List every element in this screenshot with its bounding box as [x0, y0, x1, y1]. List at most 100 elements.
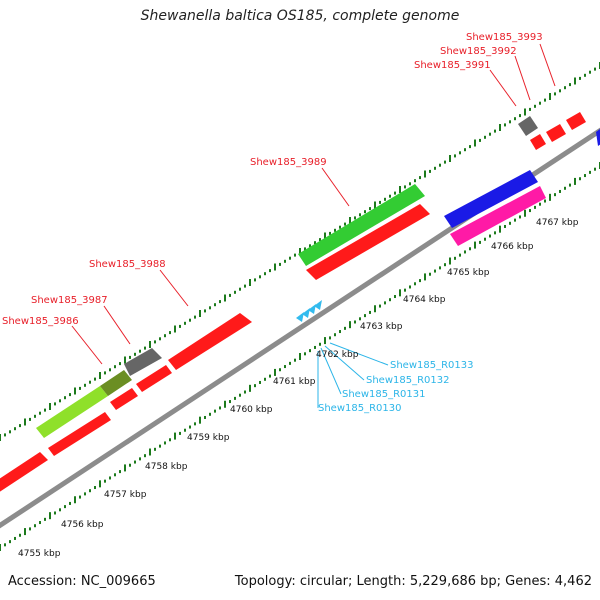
tick-mark: [359, 213, 361, 217]
tick-mark: [419, 279, 421, 283]
gene-label[interactable]: Shew185_3993: [466, 32, 543, 43]
gene-bar[interactable]: [110, 388, 138, 410]
tick-mark: [139, 349, 141, 353]
tick-mark: [509, 120, 511, 124]
tick-mark: [289, 256, 291, 260]
tick-mark: [374, 201, 376, 209]
tick-mark: [564, 86, 566, 90]
tick-mark: [399, 186, 401, 193]
tick-mark: [14, 427, 16, 431]
tick-mark: [154, 447, 156, 451]
gene-bar[interactable]: [136, 365, 172, 392]
gene-bar-gray[interactable]: [124, 348, 162, 376]
tick-mark: [44, 517, 46, 521]
gene-bar[interactable]: [0, 452, 48, 493]
tick-mark: [99, 372, 101, 379]
tick-mark: [159, 337, 161, 341]
tick-mark: [394, 295, 396, 299]
tick-mark: [119, 470, 121, 474]
tick-mark: [579, 76, 581, 80]
tick-mark: [64, 396, 66, 400]
gene-bar-lime[interactable]: [36, 386, 108, 438]
kbp-label: 4755 kbp: [18, 549, 61, 559]
rna-marker[interactable]: [302, 308, 310, 318]
rna-label[interactable]: Shew185_R0133: [390, 360, 474, 371]
tick-mark: [114, 365, 116, 369]
tick-mark: [424, 170, 426, 178]
tick-mark: [239, 393, 241, 397]
gene-bar-gray[interactable]: [518, 116, 538, 136]
tick-mark: [464, 148, 466, 152]
gene-label[interactable]: Shew185_3987: [31, 295, 108, 306]
tick-mark: [379, 200, 381, 204]
tick-mark: [514, 218, 516, 222]
tick-mark: [229, 293, 231, 297]
tick-mark: [24, 418, 26, 426]
tick-mark: [364, 314, 366, 318]
tick-mark: [129, 463, 131, 467]
tick-mark: [79, 386, 81, 390]
gene-label[interactable]: Shew185_3986: [2, 316, 79, 327]
tick-mark: [564, 186, 566, 190]
tick-mark: [339, 225, 341, 229]
rna-label-leaders: [317, 342, 389, 408]
gene-bar-green[interactable]: [298, 184, 425, 266]
rna-label[interactable]: Shew185_R0132: [366, 375, 450, 386]
gene-bar-blue[interactable]: [444, 170, 538, 228]
gene-bar[interactable]: [48, 412, 111, 456]
tick-mark: [104, 371, 106, 375]
gene-bar[interactable]: [306, 204, 430, 280]
gene-bar[interactable]: [168, 313, 252, 370]
tick-mark: [459, 253, 461, 257]
tick-mark: [189, 425, 191, 429]
tick-mark: [444, 160, 446, 164]
gene-label[interactable]: Shew185_3991: [414, 60, 491, 71]
tick-mark: [489, 234, 491, 238]
tick-mark: [9, 540, 11, 544]
gene-bar-olive[interactable]: [100, 370, 132, 396]
gene-label[interactable]: Shew185_3988: [89, 259, 166, 270]
tick-mark: [89, 489, 91, 493]
tick-mark: [174, 325, 176, 333]
tick-mark: [454, 256, 456, 260]
tick-mark: [489, 132, 491, 136]
tick-mark: [529, 107, 531, 111]
upper-tick-track: [0, 62, 600, 441]
tick-mark: [49, 512, 51, 520]
tick-mark: [544, 199, 546, 203]
tick-mark: [379, 304, 381, 308]
rna-marker[interactable]: [308, 304, 316, 314]
tick-mark: [414, 282, 416, 286]
tick-mark: [234, 396, 236, 400]
lower-tick-track: [0, 162, 600, 551]
rna-marker[interactable]: [296, 312, 304, 322]
tick-mark: [559, 189, 561, 193]
gene-label[interactable]: Shew185_3992: [440, 46, 517, 57]
kbp-label: 4762 kbp: [316, 350, 359, 360]
rna-label[interactable]: Shew185_R0130: [318, 403, 402, 414]
gene-bar-magenta[interactable]: [450, 186, 546, 246]
rna-marker[interactable]: [314, 300, 322, 310]
tick-mark: [499, 124, 501, 131]
gene-bar[interactable]: [566, 112, 586, 130]
gene-bar-blue[interactable]: [596, 126, 600, 146]
tick-mark: [9, 430, 11, 434]
gene-bar[interactable]: [530, 134, 546, 150]
tick-mark: [464, 250, 466, 254]
tick-mark: [349, 321, 351, 329]
tick-mark: [14, 536, 16, 540]
tick-mark: [164, 334, 166, 338]
gene-bar[interactable]: [546, 124, 566, 142]
gene-label[interactable]: Shew185_3989: [250, 157, 327, 168]
tick-mark: [179, 324, 181, 328]
tick-mark: [294, 253, 296, 257]
kbp-label: 4760 kbp: [230, 405, 273, 415]
tick-mark: [284, 365, 286, 369]
tick-mark: [494, 231, 496, 235]
tick-mark: [439, 266, 441, 270]
tick-mark: [509, 221, 511, 225]
rna-label[interactable]: Shew185_R0131: [342, 389, 426, 400]
tick-mark: [274, 368, 276, 376]
tick-mark: [214, 409, 216, 413]
